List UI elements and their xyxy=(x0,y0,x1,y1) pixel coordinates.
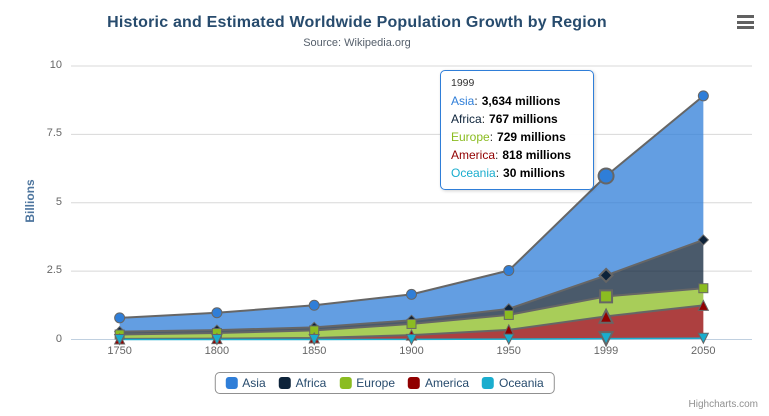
y-axis-label: 10 xyxy=(49,59,62,71)
tooltip-header: 1999 xyxy=(451,77,475,89)
hamburger-icon xyxy=(737,26,754,29)
tooltip-series-label: Africa xyxy=(451,112,482,126)
data-point-oceania[interactable] xyxy=(502,333,515,346)
chart-subtitle: Source: Wikipedia.org xyxy=(303,37,411,49)
legend-item-asia[interactable]: Asia xyxy=(225,376,266,390)
legend-label: Africa xyxy=(295,376,327,390)
data-point-oceania[interactable] xyxy=(113,333,126,346)
x-axis-label: 1999 xyxy=(593,345,619,357)
legend-item-africa[interactable]: Africa xyxy=(278,376,327,390)
data-point-oceania[interactable] xyxy=(597,331,615,348)
tooltip-value: 3,634 millions xyxy=(481,94,561,108)
data-point-asia[interactable] xyxy=(697,90,709,102)
context-menu-button[interactable] xyxy=(737,15,754,29)
tooltip-separator: : xyxy=(474,94,478,108)
legend-label: Europe xyxy=(356,376,396,390)
data-point-europe[interactable] xyxy=(406,318,417,329)
tooltip-separator: : xyxy=(495,166,500,180)
legend-label: Asia xyxy=(242,376,266,390)
legend-label: America xyxy=(425,376,470,390)
data-point-oceania[interactable] xyxy=(308,333,321,346)
series-area-america[interactable] xyxy=(119,305,704,340)
x-axis-label: 1800 xyxy=(204,345,230,357)
tooltip-value: 30 millions xyxy=(503,166,566,180)
data-point-africa[interactable] xyxy=(598,267,614,284)
x-axis-label: 2050 xyxy=(691,345,716,357)
data-point-asia[interactable] xyxy=(597,167,615,185)
tooltip-row: Europe: 729 millions xyxy=(451,128,583,146)
data-point-africa[interactable] xyxy=(697,234,710,246)
x-axis-label: 1950 xyxy=(496,345,521,357)
tooltip-value: 767 millions xyxy=(489,112,558,126)
data-point-asia[interactable] xyxy=(406,288,417,300)
tooltip-series-label: America xyxy=(451,148,496,162)
tooltip-series-label: Oceania xyxy=(451,166,496,180)
legend-swatch xyxy=(225,377,238,389)
data-point-oceania[interactable] xyxy=(405,333,418,346)
data-point-oceania[interactable] xyxy=(211,333,223,346)
tooltip: 1999 Asia: 3,634 millions Africa: 767 mill… xyxy=(440,70,594,190)
tooltip-row: Africa: 767 millions xyxy=(451,110,583,128)
legend-item-america[interactable]: America xyxy=(408,376,469,390)
series-area-asia[interactable] xyxy=(119,95,704,332)
legend-label: Oceania xyxy=(499,376,544,390)
tooltip-row: Oceania: 30 millions xyxy=(451,164,583,182)
y-axis-label: 0 xyxy=(55,333,62,345)
x-axis-label: 1750 xyxy=(107,345,132,357)
hamburger-icon xyxy=(737,20,754,24)
y-axis-label: 2.5 xyxy=(46,264,62,276)
tooltip-series-label: Europe xyxy=(451,130,490,144)
data-point-america[interactable] xyxy=(697,299,710,311)
series-area-africa[interactable] xyxy=(119,239,704,335)
tooltip-row: Asia: 3,634 millions xyxy=(451,92,583,110)
tooltip-separator: : xyxy=(489,130,494,144)
data-point-america[interactable] xyxy=(597,307,615,324)
tooltip-separator: : xyxy=(495,148,499,162)
legend-item-europe[interactable]: Europe xyxy=(339,376,395,390)
tooltip-row: America: 818 millions xyxy=(451,146,583,164)
data-point-asia[interactable] xyxy=(308,299,320,311)
tooltip-value: 729 millions xyxy=(497,130,566,144)
data-point-asia[interactable] xyxy=(211,307,223,319)
legend-swatch xyxy=(408,377,421,389)
data-point-asia[interactable] xyxy=(114,312,126,324)
data-point-oceania[interactable] xyxy=(697,332,710,345)
legend-item-oceania[interactable]: Oceania xyxy=(482,376,544,390)
tooltip-value: 818 millions xyxy=(502,148,572,162)
legend-swatch xyxy=(278,377,291,389)
data-point-europe[interactable] xyxy=(599,289,614,304)
x-axis-label: 1850 xyxy=(301,345,327,357)
y-axis-label: 5 xyxy=(55,196,62,208)
data-point-asia[interactable] xyxy=(503,265,515,277)
highcharts-credits-link[interactable]: Highcharts.com xyxy=(688,399,758,410)
tooltip-series-label: Asia xyxy=(451,94,475,108)
y-axis-label: 7.5 xyxy=(46,127,62,139)
tooltip-separator: : xyxy=(481,112,486,126)
chart-title: Historic and Estimated Worldwide Populat… xyxy=(107,14,607,31)
legend-swatch xyxy=(339,377,352,389)
legend: Asia Africa Europe America Oceania xyxy=(214,372,555,394)
hamburger-icon xyxy=(737,15,754,18)
data-point-europe[interactable] xyxy=(698,283,709,294)
x-axis-label: 1900 xyxy=(399,345,424,357)
data-point-europe[interactable] xyxy=(503,309,514,320)
legend-swatch xyxy=(482,377,495,389)
